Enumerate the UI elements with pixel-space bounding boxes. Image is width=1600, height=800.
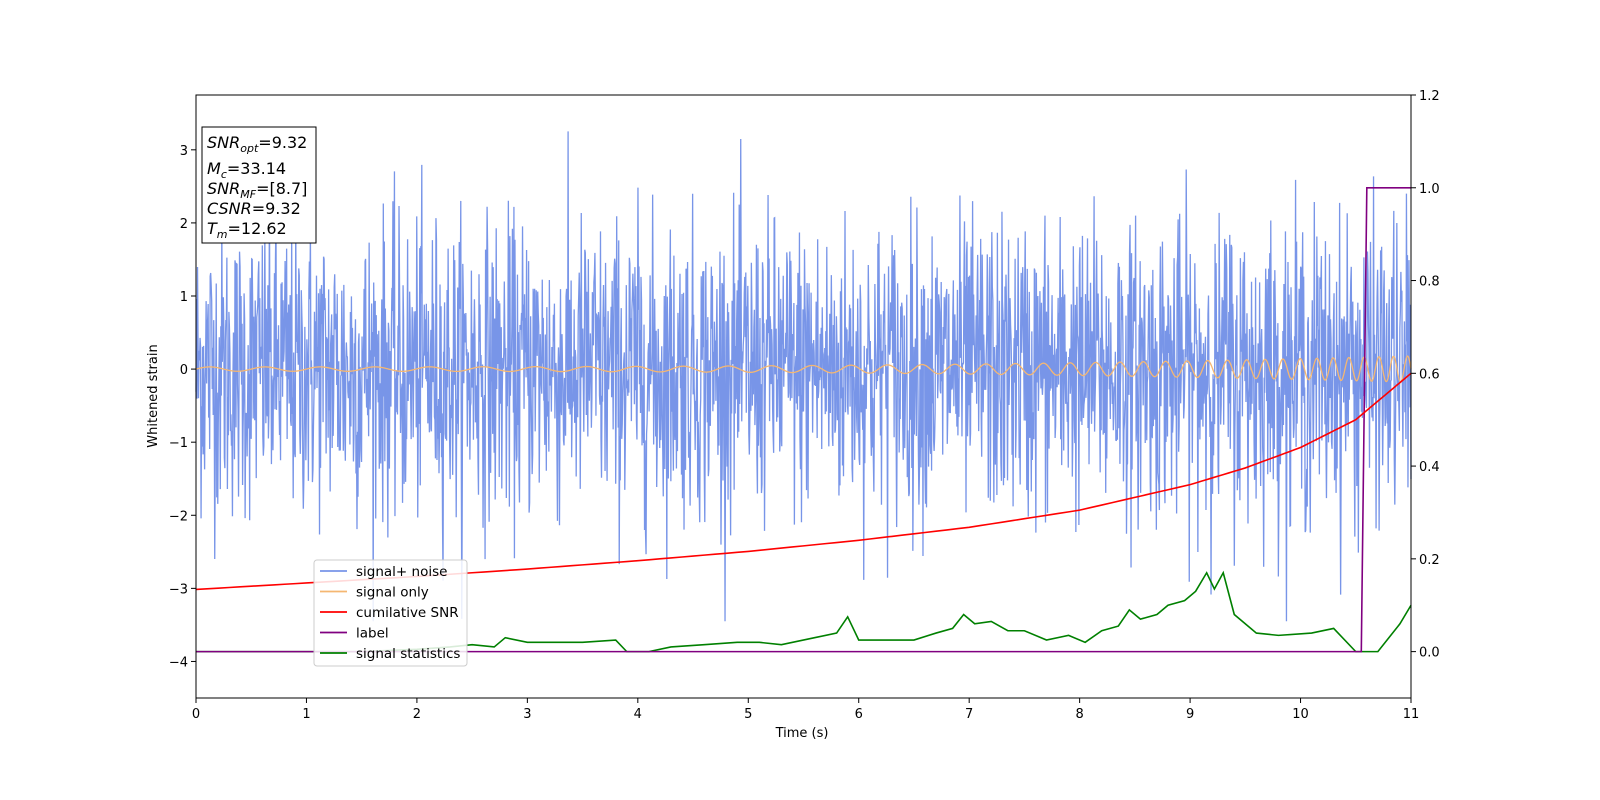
- legend: signal+ noise signal only cumilative SNR la…: [313, 559, 468, 667]
- x-axis-label: Time (s): [775, 726, 829, 741]
- stats-annotation-box: [201, 126, 317, 244]
- x-tick-label: 7: [965, 707, 973, 722]
- y-tick-label: 2: [180, 217, 188, 232]
- y-tick-label: −3: [169, 582, 188, 597]
- stat-mc: Mc=33.14: [207, 159, 286, 181]
- series-signal-statistics: [196, 570, 1412, 653]
- legend-label: label: [356, 626, 389, 642]
- y-tick-label: −1: [169, 436, 188, 451]
- stat-csnr: CSNR=9.32: [207, 199, 301, 218]
- x-tick-label: 9: [1186, 707, 1194, 722]
- legend-label: signal+ noise: [356, 564, 447, 580]
- legend-label: signal statistics: [356, 646, 460, 662]
- legend-entries: signal+ noise signal only cumilative SNR la…: [320, 564, 460, 662]
- y2-tick-label: 0.8: [1419, 275, 1440, 290]
- y2-tick-label: 0.6: [1419, 367, 1440, 382]
- x-tick-label: 3: [523, 707, 531, 722]
- x-tick-label: 4: [634, 707, 642, 722]
- x-tick-label: 5: [744, 707, 752, 722]
- stats-annotation: SNRopt=9.32 Mc=33.14 SNRMF=[8.7] CSNR=9.…: [201, 126, 317, 244]
- series-signal-noise: [195, 131, 1412, 622]
- y-tick-label: 3: [180, 144, 188, 159]
- y-axis-label: Whitened strain: [146, 344, 161, 447]
- x-tick-label: 6: [855, 707, 863, 722]
- plot-frame: [195, 94, 1412, 699]
- legend-label: cumilative SNR: [356, 605, 459, 621]
- y2-tick-label: 0.0: [1419, 646, 1440, 661]
- x-axis: 0 1 2 3 4 5 6 7 8 9 10 11: [192, 698, 1419, 722]
- y-axis-left: −4 −3 −2 −1 0 1 2 3: [169, 144, 196, 670]
- x-tick-label: 10: [1292, 707, 1309, 722]
- x-tick-label: 0: [192, 707, 200, 722]
- series-signal-only: [195, 355, 1412, 383]
- y2-tick-label: 1.2: [1419, 89, 1440, 104]
- series-label: [196, 186, 1411, 653]
- y-axis-right: 0.0 0.2 0.4 0.6 0.8 1.0 1.2: [1411, 89, 1440, 661]
- x-tick-label: 11: [1403, 707, 1420, 722]
- stat-snr-opt: SNRopt=9.32: [207, 133, 307, 155]
- x-tick-label: 1: [302, 707, 310, 722]
- legend-box: [313, 559, 468, 667]
- stat-tm: Tm=12.62: [207, 219, 287, 241]
- y2-tick-label: 0.4: [1419, 460, 1440, 475]
- stat-snr-mf: SNRMF=[8.7]: [207, 179, 307, 201]
- x-tick-label: 8: [1075, 707, 1083, 722]
- y-tick-label: −4: [169, 655, 188, 670]
- y2-tick-label: 1.0: [1419, 182, 1440, 197]
- legend-label: signal only: [356, 585, 429, 601]
- y2-tick-label: 0.2: [1419, 553, 1440, 568]
- y-tick-label: 1: [180, 290, 188, 305]
- y-tick-label: 0: [180, 363, 188, 378]
- x-tick-label: 2: [413, 707, 421, 722]
- y-tick-label: −2: [169, 509, 188, 524]
